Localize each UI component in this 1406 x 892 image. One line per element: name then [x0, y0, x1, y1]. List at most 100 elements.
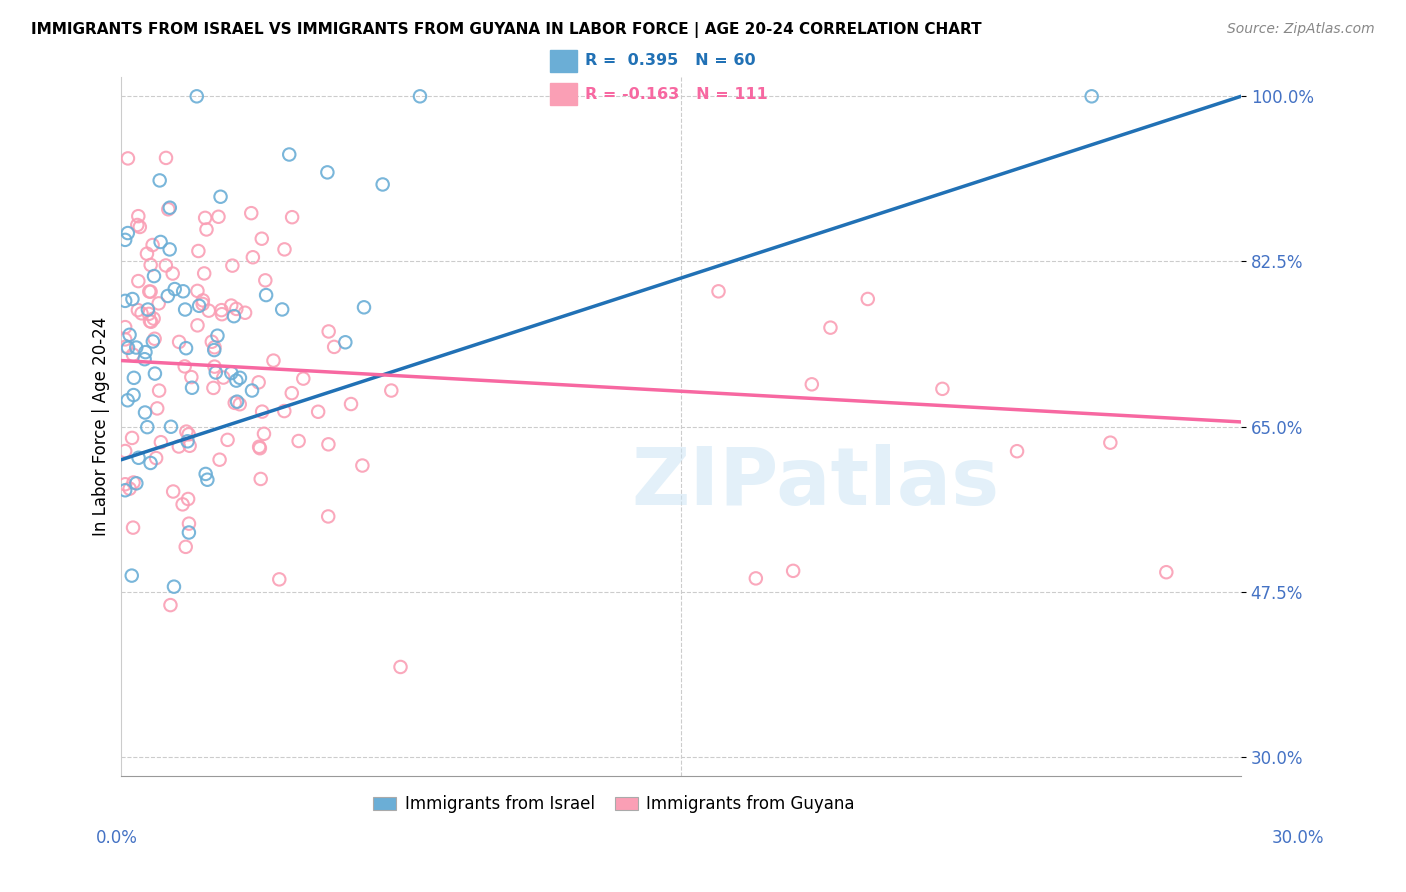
Point	[191, 297, 214, 311]
Point	[115, 339, 138, 353]
Point	[247, 376, 270, 390]
Point	[224, 396, 246, 410]
Text: ZIPatlas: ZIPatlas	[631, 443, 1000, 522]
Point	[931, 382, 953, 396]
Point	[159, 201, 181, 215]
Point	[114, 293, 136, 308]
Point	[149, 435, 172, 450]
Point	[114, 332, 136, 346]
Point	[155, 259, 177, 273]
Point	[211, 303, 233, 318]
Point	[117, 226, 139, 240]
Point	[202, 343, 225, 357]
Point	[371, 178, 394, 192]
Point	[122, 388, 145, 402]
Point	[195, 222, 218, 236]
Point	[208, 452, 231, 467]
Text: R = -0.163   N = 111: R = -0.163 N = 111	[585, 87, 768, 102]
Point	[352, 458, 374, 473]
Point	[177, 516, 200, 531]
Point	[139, 285, 162, 299]
Point	[125, 476, 148, 491]
Point	[139, 314, 162, 328]
Point	[121, 431, 143, 445]
Point	[167, 334, 190, 349]
Point	[194, 467, 217, 481]
Point	[707, 285, 730, 299]
Point	[142, 238, 165, 252]
Text: Source: ZipAtlas.com: Source: ZipAtlas.com	[1227, 22, 1375, 37]
Point	[254, 273, 277, 287]
Point	[1156, 565, 1178, 579]
Point	[136, 420, 159, 434]
Point	[174, 302, 197, 317]
Bar	[550, 50, 576, 71]
Point	[340, 397, 363, 411]
Point	[142, 311, 165, 326]
Point	[186, 284, 208, 298]
Point	[316, 509, 339, 524]
Point	[121, 292, 143, 306]
Point	[139, 315, 162, 329]
Point	[177, 491, 200, 506]
Point	[316, 165, 339, 179]
Point	[188, 299, 211, 313]
Point	[125, 341, 148, 355]
Point	[162, 267, 184, 281]
Point	[122, 348, 145, 362]
Point	[159, 243, 181, 257]
Point	[271, 302, 294, 317]
Point	[204, 366, 226, 380]
Point	[181, 381, 204, 395]
Point	[249, 472, 271, 486]
Point	[202, 381, 225, 395]
Point	[114, 477, 136, 491]
Point	[225, 374, 247, 388]
Point	[409, 89, 432, 103]
Point	[278, 147, 301, 161]
Point	[176, 425, 198, 439]
Point	[281, 210, 304, 224]
Point	[167, 440, 190, 454]
Text: IMMIGRANTS FROM ISRAEL VS IMMIGRANTS FROM GUYANA IN LABOR FORCE | AGE 20-24 CORR: IMMIGRANTS FROM ISRAEL VS IMMIGRANTS FRO…	[31, 22, 981, 38]
Point	[194, 211, 217, 225]
Point	[138, 285, 160, 299]
Point	[226, 394, 249, 409]
Point	[149, 173, 172, 187]
Point	[250, 404, 273, 418]
Point	[122, 371, 145, 385]
Point	[250, 232, 273, 246]
Y-axis label: In Labor Force | Age 20-24: In Labor Force | Age 20-24	[93, 317, 110, 536]
Point	[820, 320, 842, 334]
Point	[318, 325, 340, 339]
Text: 30.0%: 30.0%	[1272, 829, 1324, 847]
Point	[128, 450, 150, 465]
Point	[157, 202, 180, 217]
Point	[318, 437, 340, 451]
Point	[201, 334, 224, 349]
Point	[225, 301, 247, 316]
Point	[209, 190, 232, 204]
Point	[117, 341, 139, 355]
Point	[281, 386, 304, 401]
Point	[160, 419, 183, 434]
Point	[159, 598, 181, 612]
Point	[114, 320, 136, 334]
Point	[117, 393, 139, 408]
Point	[307, 405, 329, 419]
Point	[118, 482, 141, 496]
Point	[143, 332, 166, 346]
Point	[253, 426, 276, 441]
Point	[121, 568, 143, 582]
Point	[254, 288, 277, 302]
Point	[156, 289, 179, 303]
Point	[134, 345, 156, 359]
Point	[323, 340, 346, 354]
Point	[122, 521, 145, 535]
Point	[1080, 89, 1102, 103]
Point	[172, 497, 194, 511]
Legend: Immigrants from Israel, Immigrants from Guyana: Immigrants from Israel, Immigrants from …	[367, 789, 862, 820]
Point	[172, 285, 194, 299]
Point	[273, 243, 295, 257]
Point	[186, 89, 208, 103]
